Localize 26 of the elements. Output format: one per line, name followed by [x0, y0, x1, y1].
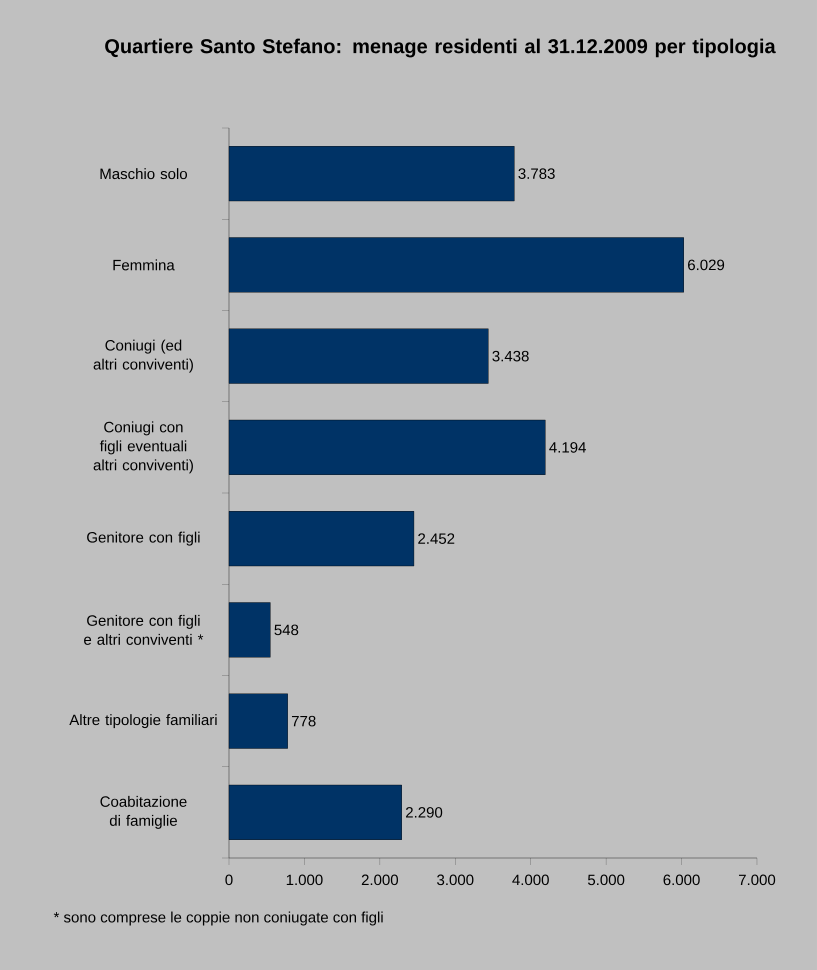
y-tick-label: Coabitazione di famiglie	[100, 796, 187, 829]
data-label: 6.029	[688, 260, 724, 270]
x-tick-label: 0	[225, 874, 233, 886]
data-label: 548	[274, 624, 298, 636]
y-tick-label: Femmina	[113, 259, 175, 270]
data-label: 778	[292, 716, 316, 726]
data-label: 2.452	[418, 533, 454, 544]
data-label: 4.194	[549, 442, 586, 453]
chart-title: Quartiere Santo Stefano: menage residenti al 31.12.2009 per tipologia	[105, 38, 776, 58]
data-label: 2.290	[406, 807, 442, 818]
y-tick-label: Maschio solo	[100, 168, 188, 180]
x-tick-label: 2.000	[362, 874, 398, 886]
x-tick-label: 3.000	[437, 874, 474, 886]
x-tick-label: 4.000	[512, 874, 549, 886]
x-tick-label: 1.000	[286, 874, 323, 886]
text: * sono comprese le coppie non coniugate con figli	[54, 912, 383, 926]
y-tick-label: Coniugi (ed altri conviventi)	[94, 340, 193, 373]
x-tick-label: 6.000	[664, 874, 700, 886]
data-label: 3.783	[518, 168, 555, 179]
y-tick-label: Genitore con figli e altri conviventi *	[84, 614, 204, 645]
data-label: 3.438	[492, 350, 529, 362]
x-tick-label: 5.000	[588, 874, 624, 886]
x-tick-label: 7.000	[738, 874, 776, 886]
y-tick-label: Altre tipologie familiari	[69, 714, 217, 728]
y-tick-label: Genitore con figli	[87, 532, 200, 546]
y-tick-label: Coniugi con figli eventuali altri conviventi)	[94, 421, 193, 474]
